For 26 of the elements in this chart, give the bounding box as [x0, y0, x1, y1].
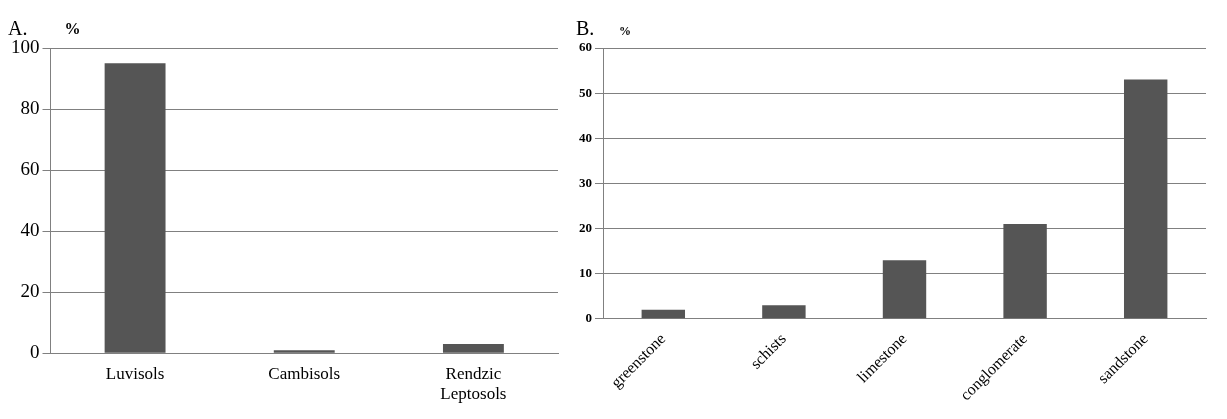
y-tick-label: 30	[579, 174, 592, 190]
bar	[762, 305, 806, 319]
y-tick-label: 0	[585, 310, 592, 326]
y-tick-label: 20	[20, 280, 40, 302]
y-tick-label: 0	[30, 341, 40, 363]
y-tick-label: 60	[20, 158, 40, 180]
y-tick-label: 60	[579, 39, 592, 55]
bar	[882, 260, 927, 319]
bar	[442, 344, 504, 353]
bar	[104, 63, 166, 353]
y-tick-label: 10	[579, 265, 592, 281]
bar	[1003, 224, 1047, 319]
y-tick-label: 40	[20, 219, 40, 241]
bar	[641, 309, 686, 319]
bar	[1123, 79, 1168, 319]
x-tick-label: Luvisols	[105, 363, 165, 383]
y-tick-label: 50	[579, 84, 592, 100]
y-axis-title: %	[619, 24, 631, 39]
y-axis-title: %	[64, 20, 81, 38]
chart-title: B.	[576, 17, 595, 40]
x-tick-label: Rendzic Leptosols	[440, 363, 507, 404]
y-tick-label: 40	[579, 129, 592, 145]
bar	[273, 350, 335, 353]
x-tick-label: Cambisols	[268, 363, 341, 383]
y-tick-label: 20	[579, 219, 592, 235]
y-tick-label: 80	[20, 97, 40, 119]
